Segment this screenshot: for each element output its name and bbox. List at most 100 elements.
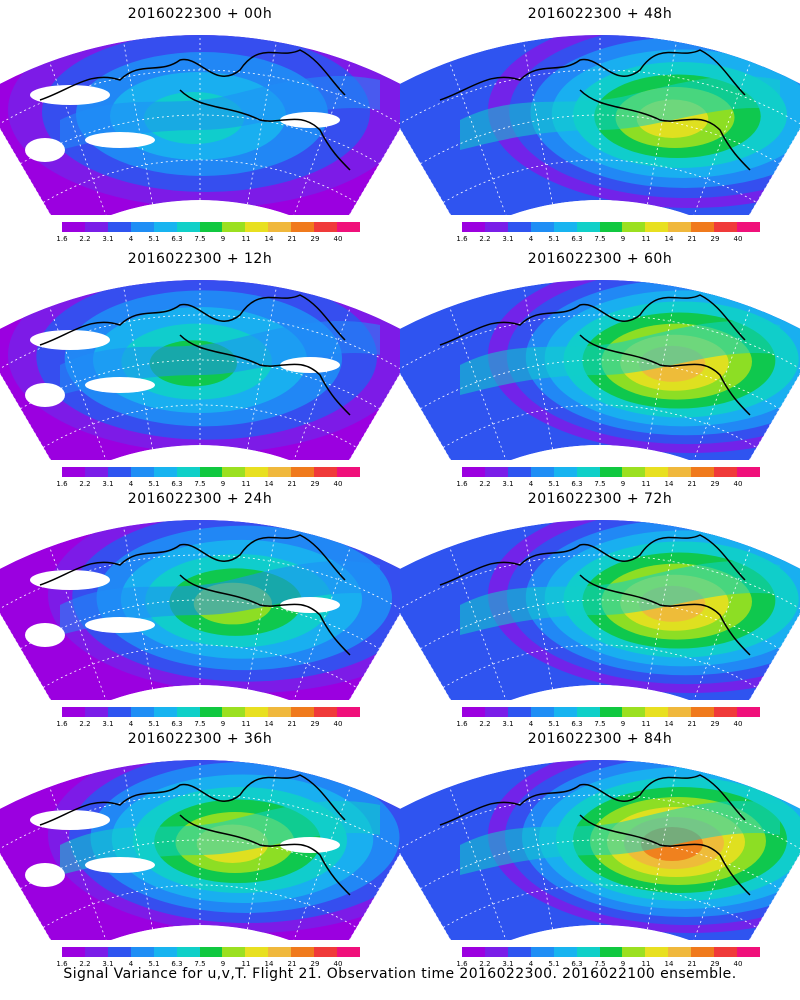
colorbar (62, 222, 360, 232)
colorbar-swatch (199, 707, 223, 717)
colorbar (62, 947, 360, 957)
colorbar-swatch (314, 707, 338, 717)
below-threshold-area (85, 617, 155, 633)
coastline (439, 774, 751, 896)
variance-map (0, 760, 400, 940)
colorbar-tick-label: 3.1 (502, 720, 514, 728)
colorbar-tick-label: 5.1 (148, 235, 160, 243)
colorbar-swatch (222, 467, 246, 477)
colorbar-tick-label: 1.6 (456, 720, 468, 728)
panel-title: 2016022300 + 72h (527, 491, 673, 507)
colorbar-tick-label: 2.2 (479, 480, 491, 488)
colorbar-tick-label: 29 (710, 720, 720, 728)
colorbar-tick-label: 21 (287, 960, 297, 968)
colorbar-tick-label: 1.6 (456, 960, 468, 968)
colorbar-tick-label: 29 (710, 960, 720, 968)
latitude-line (43, 884, 357, 928)
below-threshold-area (30, 810, 110, 830)
below-threshold-area (25, 138, 65, 162)
colorbar (62, 707, 360, 717)
colorbar-swatch (553, 707, 577, 717)
colorbar-swatch (176, 222, 200, 232)
colorbar-swatch (199, 467, 223, 477)
below-threshold-area (25, 863, 65, 887)
colorbar-swatch (622, 467, 646, 477)
colorbar-tick-label: 9 (220, 480, 226, 488)
colorbar-swatch (337, 707, 360, 717)
colorbar-swatch (84, 222, 108, 232)
forecast-panel: 2016022300 + 60h 1.6 2.2 3.1 4 5.1 6.3 7.5 9 11 14… (400, 245, 800, 488)
panel-title: 2016022300 + 12h (127, 251, 273, 267)
colorbar-swatch (245, 707, 269, 717)
colorbar-tick-label: 6.3 (571, 720, 583, 728)
colorbar-swatch (530, 947, 554, 957)
colorbar-tick-label: 40 (733, 960, 743, 968)
colorbar-tick-label: 14 (664, 480, 674, 488)
colorbar-tick-label: 9 (620, 960, 626, 968)
colorbar-swatch (107, 707, 131, 717)
colorbar-tick-label: 2.2 (479, 960, 491, 968)
colorbar-tick-label: 4 (528, 235, 534, 243)
colorbar-tick-label: 2.2 (479, 720, 491, 728)
colorbar-tick-label: 29 (310, 960, 320, 968)
colorbar-swatch (462, 947, 485, 957)
below-threshold-area (85, 377, 155, 393)
colorbar-labels: 1.6 2.2 3.1 4 5.1 6.3 7.5 9 11 14 21 29 40 (450, 235, 770, 245)
panel-title: 2016022300 + 48h (527, 6, 673, 22)
colorbar-swatch (599, 707, 623, 717)
colorbar-tick-label: 7.5 (594, 960, 606, 968)
colorbar-swatch (245, 947, 269, 957)
variance-band (60, 320, 380, 395)
colorbar-swatch (599, 222, 623, 232)
colorbar-swatch (737, 707, 760, 717)
coastline (39, 49, 351, 171)
colorbar-tick-label: 7.5 (194, 720, 206, 728)
colorbar-swatch (530, 222, 554, 232)
colorbar-tick-label: 2.2 (479, 235, 491, 243)
colorbar-swatch (668, 222, 692, 232)
colorbar-swatch (222, 222, 246, 232)
colorbar-tick-label: 7.5 (594, 720, 606, 728)
colorbar-swatch (245, 467, 269, 477)
colorbar-swatch (268, 467, 292, 477)
colorbar-swatch (130, 222, 154, 232)
latitude-line (443, 644, 757, 688)
colorbar-tick-label: 9 (220, 235, 226, 243)
colorbar-swatch (130, 707, 154, 717)
colorbar-swatch (84, 707, 108, 717)
colorbar-swatch (530, 707, 554, 717)
latitude-line (43, 644, 357, 688)
colorbar-swatch (153, 707, 177, 717)
colorbar-tick-label: 7.5 (594, 235, 606, 243)
colorbar-swatch (553, 467, 577, 477)
colorbar-labels: 1.6 2.2 3.1 4 5.1 6.3 7.5 9 11 14 21 29 40 (50, 720, 370, 730)
colorbar (62, 467, 360, 477)
colorbar-tick-label: 3.1 (102, 480, 114, 488)
coastline (439, 294, 751, 416)
colorbar-labels: 1.6 2.2 3.1 4 5.1 6.3 7.5 9 11 14 21 29 40 (50, 960, 370, 970)
variance-map (400, 520, 800, 700)
colorbar-tick-label: 2.2 (79, 720, 91, 728)
below-threshold-area (25, 383, 65, 407)
colorbar-tick-label: 11 (641, 480, 651, 488)
colorbar-tick-label: 29 (710, 235, 720, 243)
colorbar (462, 947, 760, 957)
colorbar-tick-label: 21 (687, 960, 697, 968)
colorbar-tick-label: 40 (733, 235, 743, 243)
colorbar-swatch (462, 707, 485, 717)
variance-map (400, 760, 800, 940)
panel-title: 2016022300 + 60h (527, 251, 673, 267)
colorbar (462, 467, 760, 477)
colorbar-swatch (599, 467, 623, 477)
colorbar-swatch (576, 467, 600, 477)
colorbar-tick-label: 5.1 (548, 235, 560, 243)
colorbar-swatch (462, 467, 485, 477)
colorbar-tick-label: 4 (528, 960, 534, 968)
below-threshold-area (280, 837, 340, 853)
colorbar-tick-label: 40 (733, 480, 743, 488)
coastline (439, 534, 751, 656)
colorbar-swatch (291, 947, 315, 957)
colorbar-tick-label: 3.1 (502, 235, 514, 243)
colorbar-tick-label: 3.1 (102, 235, 114, 243)
colorbar-swatch (153, 947, 177, 957)
